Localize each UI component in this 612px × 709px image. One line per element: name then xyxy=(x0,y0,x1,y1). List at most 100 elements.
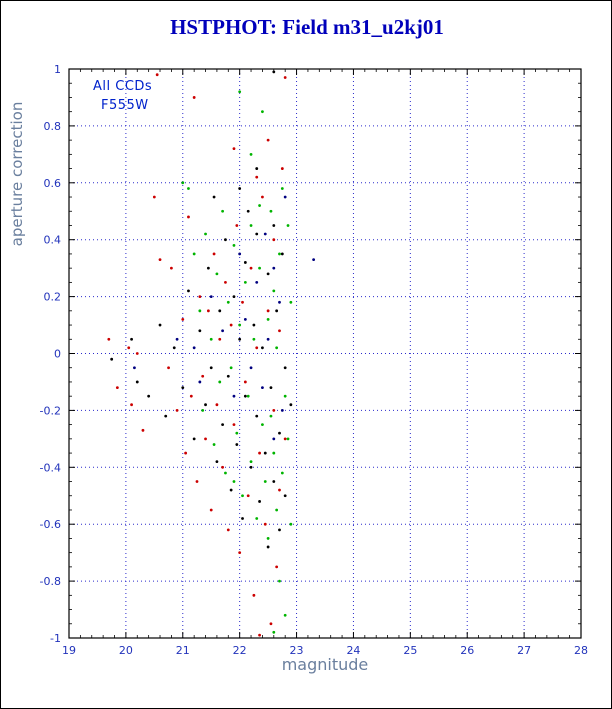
data-point-ccd-green xyxy=(258,204,261,207)
data-point-ccd-black xyxy=(229,488,233,492)
data-point-ccd-green xyxy=(255,517,259,520)
data-point-ccd-red xyxy=(238,551,242,555)
x-axis-label: magnitude xyxy=(281,655,369,674)
data-point-ccd-red xyxy=(278,329,281,333)
data-point-ccd-green xyxy=(209,337,213,341)
data-point-ccd-red xyxy=(167,366,170,370)
data-point-ccd-green xyxy=(289,300,293,304)
data-point-ccd-red xyxy=(269,622,273,626)
data-point-ccd-navy xyxy=(272,266,276,270)
data-point-ccd-red xyxy=(192,96,196,99)
data-point-ccd-black xyxy=(172,346,176,350)
data-point-ccd-navy xyxy=(209,295,213,298)
data-point-ccd-black xyxy=(252,323,256,327)
data-point-ccd-black xyxy=(243,394,247,398)
data-point-ccd-green xyxy=(283,613,287,617)
data-point-ccd-red xyxy=(135,352,139,355)
data-point-ccd-navy xyxy=(263,232,267,236)
data-point-ccd-red xyxy=(241,300,244,304)
data-point-ccd-navy xyxy=(278,300,281,304)
data-point-ccd-red xyxy=(152,195,156,199)
data-point-ccd-green xyxy=(192,252,196,256)
data-point-ccd-black xyxy=(278,528,281,532)
data-point-ccd-green xyxy=(286,437,290,441)
data-point-ccd-red xyxy=(235,224,239,227)
data-point-ccd-black xyxy=(255,167,259,170)
data-point-ccd-navy xyxy=(221,329,225,333)
data-point-ccd-red xyxy=(283,437,287,441)
data-point-ccd-black xyxy=(246,209,250,213)
data-point-ccd-black xyxy=(261,346,264,350)
data-point-ccd-black xyxy=(192,437,196,441)
data-point-ccd-red xyxy=(255,346,259,350)
data-point-ccd-green xyxy=(187,187,190,190)
annotation-all-ccds: All CCDs xyxy=(93,79,153,94)
data-point-ccd-green xyxy=(226,300,230,304)
data-point-ccd-black xyxy=(110,357,114,361)
x-tick-label: 21 xyxy=(176,644,190,657)
data-point-ccd-red xyxy=(258,633,261,637)
data-point-ccd-red xyxy=(130,403,133,407)
data-point-ccd-navy xyxy=(255,280,259,284)
annotation-filter-f555w: F555W xyxy=(101,98,149,113)
data-point-ccd-green xyxy=(235,431,239,435)
data-point-ccd-black xyxy=(164,414,168,418)
data-point-ccd-red xyxy=(255,175,259,179)
data-point-ccd-red xyxy=(263,522,267,526)
data-point-ccd-red xyxy=(272,409,276,412)
data-point-ccd-red xyxy=(249,266,253,270)
data-point-ccd-green xyxy=(261,110,264,114)
data-point-ccd-red xyxy=(206,309,210,313)
data-point-ccd-black xyxy=(235,443,239,446)
data-point-ccd-navy xyxy=(238,252,242,256)
data-point-ccd-green xyxy=(215,272,219,276)
y-axis-label: aperture correction xyxy=(8,101,26,247)
data-point-ccd-red xyxy=(232,423,236,427)
x-tick-label: 22 xyxy=(233,644,247,657)
data-point-ccd-red xyxy=(187,215,190,219)
data-point-ccd-green xyxy=(280,471,284,475)
data-point-ccd-black xyxy=(181,386,185,390)
data-point-ccd-black xyxy=(280,252,284,256)
data-point-ccd-navy xyxy=(280,409,284,412)
data-point-ccd-green xyxy=(181,181,185,185)
data-point-ccd-red xyxy=(232,147,236,151)
data-point-ccd-green xyxy=(243,280,247,284)
data-point-ccd-navy xyxy=(249,366,253,370)
data-point-ccd-red xyxy=(141,428,145,432)
data-point-ccd-red xyxy=(283,76,287,79)
data-point-ccd-black xyxy=(266,272,270,276)
data-point-ccd-navy xyxy=(232,394,236,398)
x-tick-label: 27 xyxy=(517,644,531,657)
data-point-ccd-red xyxy=(215,403,219,407)
data-point-ccd-red xyxy=(209,508,213,512)
data-point-ccd-black xyxy=(209,366,213,370)
x-tick-label: 25 xyxy=(403,644,417,657)
y-tick-label: 0.6 xyxy=(44,177,62,190)
data-point-ccd-green xyxy=(252,337,256,341)
data-point-ccd-black xyxy=(147,394,151,398)
data-point-ccd-red xyxy=(224,280,227,284)
data-point-ccd-red xyxy=(266,138,270,142)
data-point-ccd-black xyxy=(266,545,270,549)
data-point-ccd-green xyxy=(272,451,276,455)
data-point-ccd-red xyxy=(252,593,256,597)
data-point-ccd-red xyxy=(258,451,261,455)
x-tick-label: 28 xyxy=(574,644,588,657)
data-point-ccd-navy xyxy=(261,386,264,390)
y-tick-label: -0.6 xyxy=(40,518,61,531)
data-point-ccd-black xyxy=(232,295,236,298)
data-point-ccd-black xyxy=(258,500,261,503)
data-point-ccd-green xyxy=(263,480,267,483)
data-point-ccd-red xyxy=(195,480,199,483)
data-point-ccd-black xyxy=(218,309,222,313)
data-point-ccd-black xyxy=(238,187,242,190)
x-tick-label: 26 xyxy=(460,644,474,657)
data-point-ccd-green xyxy=(249,224,253,227)
data-point-ccd-red xyxy=(226,528,230,532)
data-point-ccd-black xyxy=(255,414,259,418)
data-point-ccd-red xyxy=(155,73,159,77)
y-tick-label: 0.8 xyxy=(44,120,62,133)
